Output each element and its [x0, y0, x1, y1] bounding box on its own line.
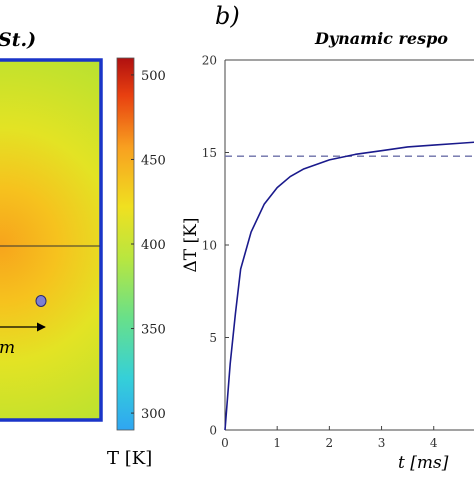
colorbar-tick-label: 500 [141, 69, 166, 84]
x-tick-label: 2 [326, 436, 334, 450]
sensor-point [35, 295, 47, 307]
colorbar-label: T [K] [107, 448, 152, 469]
y-ticks: 0 5 10 15 20 [202, 54, 229, 438]
colorbar-tick-label: 400 [141, 238, 166, 253]
temperature-field-map [0, 58, 103, 422]
x-tick-label: 4 [430, 436, 438, 450]
colorbar-ticks: 300 350 400 450 500 [131, 69, 166, 422]
x-tick-label: 1 [273, 436, 281, 450]
y-tick-label: 20 [202, 54, 217, 68]
y-tick-label: 0 [209, 424, 217, 438]
y-axis-label: ΔT [K] [181, 218, 201, 273]
panel-label-b: b) [215, 2, 240, 30]
x-tick-label: 0 [221, 436, 229, 450]
left-panel-title: St.) [0, 29, 36, 51]
series-group [224, 141, 474, 431]
x-axis-label: t [ms] [398, 453, 449, 473]
colorbar-tick-label: 450 [141, 153, 166, 168]
y-tick-label: 5 [209, 331, 217, 345]
y-tick-label: 15 [202, 146, 217, 160]
colorbar-tick-label: 350 [141, 323, 166, 338]
arrow-label: m [0, 338, 15, 358]
x-tick-label: 3 [378, 436, 386, 450]
colorbar-tick-label: 300 [141, 407, 166, 422]
response-curve [224, 141, 474, 431]
y-tick-label: 10 [202, 239, 217, 253]
chart-title: Dynamic respo [314, 29, 448, 48]
